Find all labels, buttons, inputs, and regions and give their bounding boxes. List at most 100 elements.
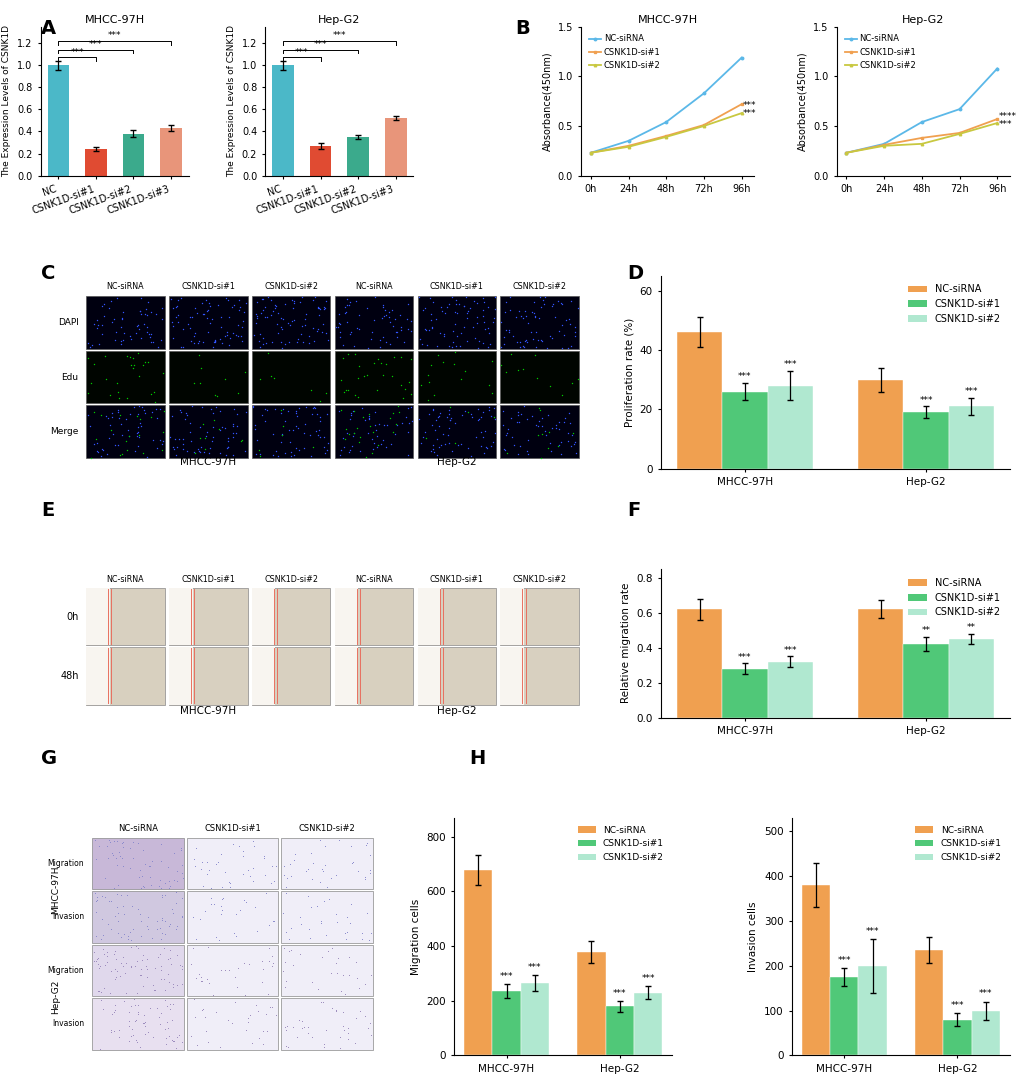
Point: [387, 416, 404, 433]
Point: [477, 438, 493, 456]
Point: [334, 1003, 351, 1020]
Point: [447, 338, 464, 355]
Point: [160, 918, 176, 935]
Point: [354, 925, 370, 942]
Point: [298, 398, 314, 416]
Point: [126, 442, 143, 459]
Point: [140, 1023, 156, 1040]
Point: [197, 903, 213, 920]
Point: [366, 288, 382, 305]
Point: [530, 309, 546, 326]
Point: [307, 398, 323, 416]
Point: [318, 440, 334, 458]
Point: [197, 429, 213, 446]
Point: [322, 964, 338, 981]
Point: [428, 311, 444, 328]
Point: [267, 297, 283, 314]
Point: [339, 1030, 356, 1047]
Point: [122, 356, 139, 374]
Point: [440, 295, 457, 312]
Point: [143, 877, 159, 894]
Point: [375, 431, 391, 448]
Point: [523, 408, 539, 425]
Point: [181, 308, 198, 325]
Point: [191, 332, 207, 349]
Point: [147, 393, 163, 410]
Point: [239, 1009, 256, 1026]
Point: [482, 407, 498, 424]
Point: [168, 298, 184, 316]
Point: [557, 312, 574, 330]
Point: [234, 842, 251, 859]
Point: [163, 290, 179, 307]
Point: [315, 1038, 331, 1055]
Point: [143, 334, 159, 351]
Point: [356, 367, 372, 384]
Point: [83, 338, 99, 355]
Point: [562, 292, 579, 309]
NC-siRNA: [584, 146, 596, 159]
Point: [336, 924, 353, 941]
Point: [147, 982, 163, 999]
Point: [329, 964, 345, 981]
Point: [214, 419, 230, 436]
Point: [247, 416, 263, 433]
Point: [363, 925, 379, 942]
Point: [285, 311, 302, 328]
Point: [272, 333, 288, 350]
Point: [343, 855, 360, 872]
Point: [109, 885, 125, 903]
Point: [96, 307, 112, 324]
Point: [139, 918, 155, 935]
Point: [131, 410, 148, 428]
Point: [120, 1032, 137, 1049]
Point: [273, 404, 289, 421]
Point: [377, 355, 393, 373]
Point: [235, 891, 252, 908]
Point: [119, 927, 136, 945]
Point: [384, 318, 400, 335]
Point: [171, 1026, 187, 1044]
Text: NC-siRNA: NC-siRNA: [355, 282, 392, 291]
Point: [496, 442, 513, 459]
Point: [519, 314, 535, 332]
Point: [110, 402, 126, 419]
Point: [221, 962, 237, 979]
Point: [234, 866, 251, 883]
Point: [354, 400, 370, 417]
Point: [168, 863, 184, 880]
Point: [159, 965, 175, 982]
Point: [152, 946, 168, 963]
Point: [105, 847, 121, 864]
Point: [136, 1015, 152, 1032]
Point: [274, 426, 290, 444]
Point: [83, 374, 99, 391]
Point: [248, 445, 264, 462]
Point: [106, 1004, 122, 1021]
Bar: [272, 66, 293, 176]
Point: [131, 303, 148, 320]
Point: [199, 423, 215, 440]
Point: [152, 401, 168, 418]
Point: [362, 865, 378, 882]
Point: [505, 437, 522, 454]
Bar: [169, 647, 248, 705]
Point: [126, 957, 143, 975]
Point: [214, 890, 230, 907]
Point: [101, 299, 117, 317]
Point: [344, 853, 361, 870]
Point: [122, 959, 139, 976]
Point: [129, 437, 146, 454]
Point: [109, 375, 125, 392]
Point: [383, 367, 399, 384]
Line: NC-siRNA: NC-siRNA: [845, 67, 998, 154]
Point: [95, 442, 111, 459]
Point: [173, 908, 190, 925]
Point: [119, 886, 136, 904]
Point: [284, 1019, 301, 1036]
Point: [309, 322, 325, 339]
Point: [182, 433, 199, 450]
Point: [206, 333, 222, 350]
Point: [528, 338, 544, 355]
Point: [198, 428, 214, 445]
